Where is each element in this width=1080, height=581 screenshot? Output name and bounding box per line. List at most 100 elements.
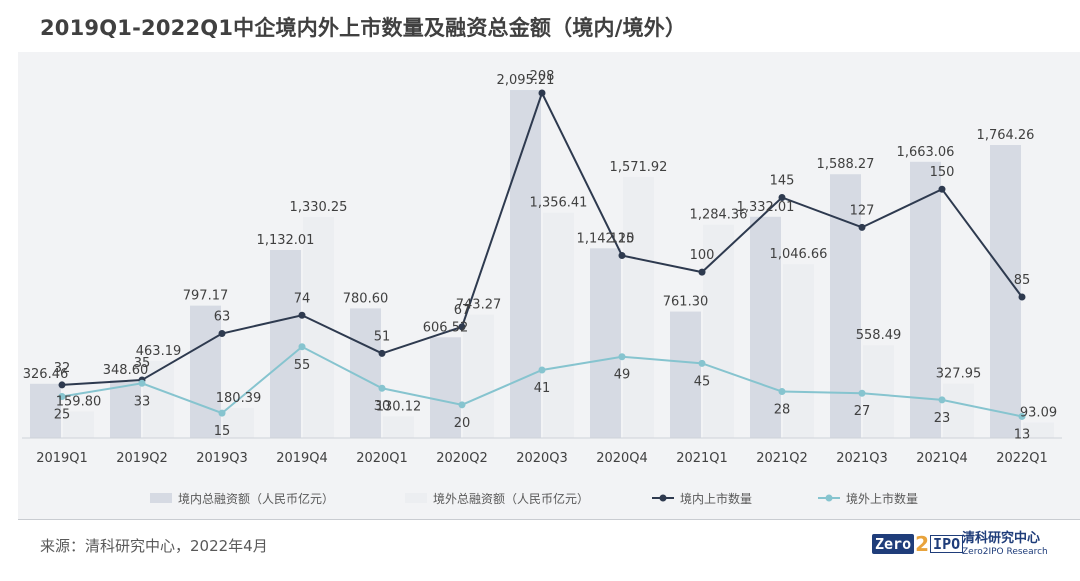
overseas-count-label-2019Q1: 25: [54, 408, 71, 423]
domestic-count-point-2021Q2: [778, 193, 786, 201]
bar-domestic-2019Q4: [270, 250, 301, 438]
x-tick-label-2020Q3: 2020Q3: [516, 451, 568, 466]
overseas-count-label-2019Q3: 15: [214, 424, 231, 439]
legend-marker-3: [825, 494, 833, 502]
domestic-count-label-2019Q4: 74: [294, 291, 311, 306]
legend-swatch-0: [150, 493, 172, 503]
bar-overseas-2021Q1: [703, 224, 734, 438]
x-tick-label-2019Q1: 2019Q1: [36, 451, 88, 466]
domestic-count-label-2019Q2: 35: [134, 356, 151, 371]
overseas-count-label-2020Q1: 30: [374, 399, 391, 414]
bar-overseas-label-2021Q4: 327.95: [936, 367, 982, 382]
bar-domestic-label-2020Q2: 606.52: [423, 320, 469, 335]
x-tick-label-2021Q4: 2021Q4: [916, 451, 968, 466]
source-note: 来源：清科研究中心，2022年4月: [40, 537, 268, 555]
bar-overseas-label-2019Q3: 180.39: [216, 391, 262, 406]
footer-divider: [18, 519, 1080, 520]
bar-overseas-2021Q2: [783, 264, 814, 438]
bar-domestic-2019Q2: [110, 380, 141, 438]
domestic-count-point-2021Q1: [698, 268, 706, 276]
x-tick-label-2020Q2: 2020Q2: [436, 451, 488, 466]
bar-overseas-label-2019Q1: 159.80: [56, 394, 102, 409]
domestic-count-label-2021Q4: 150: [930, 165, 955, 180]
legend-label-1: 境外总融资额（人民币亿元）: [433, 491, 589, 506]
bar-overseas-label-2020Q2: 743.27: [456, 298, 502, 313]
bar-overseas-label-2020Q1: 130.12: [376, 399, 422, 414]
legend-label-3: 境外上市数量: [846, 491, 918, 506]
logo-cn-name: 清科研究中心: [962, 531, 1041, 546]
x-tick-label-2020Q1: 2020Q1: [356, 451, 408, 466]
x-tick-label-2020Q4: 2020Q4: [596, 451, 648, 466]
domestic-count-label-2020Q4: 110: [610, 232, 635, 247]
bar-overseas-2020Q4: [623, 176, 654, 438]
bar-domestic-2020Q3: [510, 90, 541, 438]
x-tick-label-2019Q3: 2019Q3: [196, 451, 248, 466]
logo-two: 2: [915, 532, 930, 556]
bar-domestic-2019Q3: [190, 305, 221, 438]
bar-overseas-2019Q2: [143, 361, 174, 438]
bar-domestic-label-2022Q1: 1,764.26: [977, 128, 1035, 143]
bar-domestic-label-2020Q1: 780.60: [343, 291, 389, 306]
bar-domestic-label-2019Q3: 797.17: [183, 289, 229, 304]
bar-domestic-label-2021Q2: 1,332.01: [737, 200, 795, 215]
overseas-count-point-2021Q3: [858, 389, 866, 397]
bar-domestic-2020Q4: [590, 248, 621, 438]
domestic-count-label-2022Q1: 85: [1014, 273, 1031, 288]
legend-label-2: 境内上市数量: [680, 491, 752, 506]
domestic-count-point-2019Q1: [58, 381, 66, 389]
overseas-count-label-2020Q3: 41: [534, 381, 551, 396]
bar-domestic-label-2019Q1: 326.46: [23, 367, 69, 382]
logo-zero: Zero: [872, 534, 915, 554]
bar-domestic-label-2020Q3: 2,095.21: [497, 73, 555, 88]
bar-overseas-2019Q1: [63, 411, 94, 438]
legend-marker-2: [659, 494, 667, 502]
bar-overseas-2020Q2: [463, 314, 494, 438]
bar-domestic-label-2021Q4: 1,663.06: [897, 145, 955, 160]
bar-domestic-2021Q4: [910, 161, 941, 438]
bar-overseas-2022Q1: [1023, 422, 1054, 438]
bar-overseas-label-2021Q1: 1,284.36: [690, 208, 748, 223]
bar-overseas-2020Q3: [543, 212, 574, 438]
overseas-count-label-2019Q4: 55: [294, 358, 311, 373]
x-tick-label-2021Q3: 2021Q3: [836, 451, 888, 466]
overseas-count-point-2020Q3: [538, 366, 546, 374]
overseas-count-label-2019Q2: 33: [134, 394, 151, 409]
domestic-count-point-2022Q1: [1018, 293, 1026, 301]
domestic-count-label-2020Q2: 67: [454, 303, 471, 318]
domestic-count-label-2021Q3: 127: [850, 203, 875, 218]
domestic-count-point-2021Q3: [858, 223, 866, 231]
bar-overseas-label-2021Q2: 1,046.66: [770, 247, 828, 262]
domestic-count-label-2021Q2: 145: [770, 173, 795, 188]
overseas-count-label-2021Q4: 23: [934, 411, 951, 426]
logo-ipo: IPO: [930, 535, 964, 553]
combo-chart: 326.46 159.80 348.60 463.19 797.17 180.39 1,13…: [22, 69, 1062, 506]
bar-overseas-2019Q3: [223, 408, 254, 438]
domestic-count-point-2020Q3: [538, 89, 546, 97]
overseas-count-point-2019Q4: [298, 343, 306, 351]
domestic-count-point-2020Q1: [378, 349, 386, 357]
overseas-count-label-2021Q2: 28: [774, 403, 791, 418]
domestic-count-label-2020Q3: 208: [530, 69, 555, 84]
bar-overseas-label-2021Q3: 558.49: [856, 328, 902, 343]
domestic-count-point-2021Q4: [938, 185, 946, 193]
bar-overseas-label-2020Q4: 1,571.92: [610, 160, 668, 175]
overseas-count-label-2020Q4: 49: [614, 368, 631, 383]
bar-domestic-label-2019Q2: 348.60: [103, 363, 149, 378]
bar-domestic-label-2021Q1: 761.30: [663, 295, 709, 310]
overseas-count-point-2022Q1: [1018, 412, 1026, 420]
overseas-count-point-2020Q1: [378, 384, 386, 392]
bar-overseas-label-2019Q4: 1,330.25: [290, 200, 348, 215]
overseas-count-label-2021Q1: 45: [694, 374, 711, 389]
bar-overseas-label-2019Q2: 463.19: [136, 344, 182, 359]
domestic-count-label-2021Q1: 100: [690, 248, 715, 263]
bar-domestic-2022Q1: [990, 145, 1021, 438]
x-tick-label-2021Q2: 2021Q2: [756, 451, 808, 466]
domestic-count-label-2020Q1: 51: [374, 329, 391, 344]
x-tick-label-2021Q1: 2021Q1: [676, 451, 728, 466]
zero2ipo-logo: Zero 2 IPO: [872, 532, 964, 556]
bar-overseas-2020Q1: [383, 416, 414, 438]
bar-overseas-2021Q4: [943, 383, 974, 438]
x-tick-label-2022Q1: 2022Q1: [996, 451, 1048, 466]
overseas-count-point-2020Q4: [618, 353, 626, 361]
bar-overseas-label-2020Q3: 1,356.41: [530, 196, 588, 211]
